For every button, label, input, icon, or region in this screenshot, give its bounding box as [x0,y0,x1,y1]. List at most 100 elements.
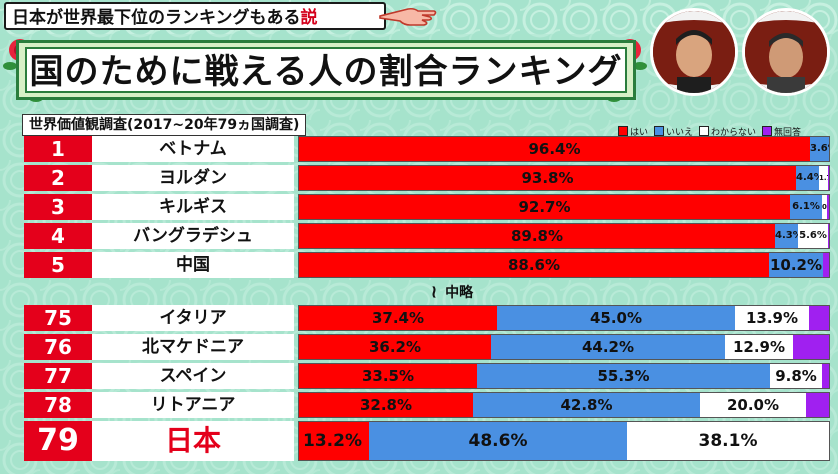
bar-segment-unknown [700,393,806,417]
page-title: 国のために戦える人の割合ランキング [25,47,627,93]
country-name: ヨルダン [92,165,294,191]
country-name: イタリア [92,305,294,331]
country-name: 日本 [92,421,294,461]
rank-number: 75 [24,305,92,331]
stacked-bar: 37.4% 45.0% 13.9% [298,305,830,331]
bar-segment-unknown [798,224,828,248]
bar-segment-no-answer [828,224,829,248]
topic-text: 日本が世界最下位のランキングもある [12,8,301,28]
bar-segment-no [810,137,829,161]
bar-segment-yes [299,422,369,460]
stacked-bar: 96.4%3.6% [298,136,830,162]
rank-number: 5 [24,252,92,278]
legend: はい いいえ わからない 無回答 [618,124,832,138]
ranking-row: 5 中国 88.6% 10.2% [24,252,830,278]
bar-segment-unknown [819,166,828,190]
country-name: 中国 [92,252,294,278]
country-name: スペイン [92,363,294,389]
wipe-frame-right [742,8,830,96]
bar-segment-no-answer [827,195,829,219]
ranking-row: 4 バングラデシュ 89.8% 4.3% 5.6% [24,223,830,249]
bar-segment-yes [299,393,473,417]
title-plaque: 国のために戦える人の割合ランキング [16,40,636,100]
country-name: バングラデシュ [92,223,294,249]
bar-segment-no [790,195,822,219]
rank-number: 78 [24,392,92,418]
host-face-icon [653,11,735,93]
bar-segment-no [477,364,770,388]
legend-label: はい [630,127,649,138]
bar-segment-yes [299,166,796,190]
rank-number: 3 [24,194,92,220]
stacked-bar: 32.8% 42.8% 20.0% [298,392,830,418]
bar-segment-no-answer [806,393,829,417]
bar-segment-yes [299,335,491,359]
ranking-row: 79 日本 13.2% 48.6% 38.1% [24,421,830,461]
bar-segment-unknown [627,422,829,460]
bar-segment-yes [299,253,769,277]
ranking-row: 76 北マケドニア 36.2% 44.2% 12.9% [24,334,830,360]
bar-segment-yes [299,306,497,330]
bar-segment-yes [299,137,810,161]
bar-segment-no [775,224,798,248]
ranking-row: 78 リトアニア 32.8% 42.8% 20.0% [24,392,830,418]
bar-segment-unknown [770,364,822,388]
legend-swatch-no [654,126,665,136]
country-name: キルギス [92,194,294,220]
bar-segment-no-answer [809,306,829,330]
survey-label: 世界価値観調査(2017~20年79ヵ国調査) [22,114,307,136]
stacked-bar: 88.6% 10.2% [298,252,830,278]
bar-segment-unknown [735,306,809,330]
bar-segment-no [796,166,819,190]
bar-segment-no [769,253,823,277]
country-name: リトアニア [92,392,294,418]
bar-segment-yes [299,224,775,248]
bar-segment-yes [299,364,477,388]
bar-segment-no [497,306,735,330]
bar-segment-no [491,335,725,359]
legend-swatch-unknown [699,126,710,136]
wipe-frame-left [650,8,738,96]
bar-segment-no-answer [793,335,829,359]
legend-swatch-no-answer [762,126,773,136]
stacked-bar: 33.5% 55.3% 9.8% [298,363,830,389]
stacked-bar: 13.2% 48.6% 38.1% [298,421,830,461]
rank-number: 1 [24,136,92,162]
stacked-bar: 92.7%6.1%0.9% [298,194,830,220]
topic-banner: 日本が世界最下位のランキングもある説 [4,2,386,30]
legend-swatch-yes [618,126,628,136]
stacked-bar: 93.8%4.4%1.7% [298,165,830,191]
omission-label: 中略 [445,285,474,301]
legend-item-no-answer: 無回答 [762,125,801,138]
legend-item-no: いいえ [654,125,693,138]
bar-segment-no [473,393,700,417]
rank-number: 79 [24,421,92,461]
ranking-row: 75 イタリア 37.4% 45.0% 13.9% [24,305,830,331]
omission-marker: ~中略 [423,282,506,302]
legend-label: いいえ [666,127,694,138]
rank-number: 76 [24,334,92,360]
legend-label: わからない [711,127,757,138]
topic-emphasis: 説 [300,8,318,28]
bar-segment-no-answer [828,166,829,190]
bar-segment-no [369,422,627,460]
legend-label: 無回答 [774,127,802,138]
legend-item-unknown: わからない [699,125,756,138]
rank-number: 77 [24,363,92,389]
rank-number: 4 [24,223,92,249]
hand-pointer-icon [379,7,437,26]
rank-number: 2 [24,165,92,191]
bar-segment-yes [299,195,790,219]
ranking-row: 77 スペイン 33.5% 55.3% 9.8% [24,363,830,389]
bar-segment-no-answer [823,253,829,277]
stacked-bar: 89.8% 4.3% 5.6% [298,223,830,249]
bar-segment-unknown [822,195,827,219]
bar-segment-no-answer [822,364,829,388]
tilde-icon: ~ [423,284,445,300]
country-name: 北マケドニア [92,334,294,360]
bar-segment-unknown [725,335,793,359]
stacked-bar: 36.2% 44.2% 12.9% [298,334,830,360]
